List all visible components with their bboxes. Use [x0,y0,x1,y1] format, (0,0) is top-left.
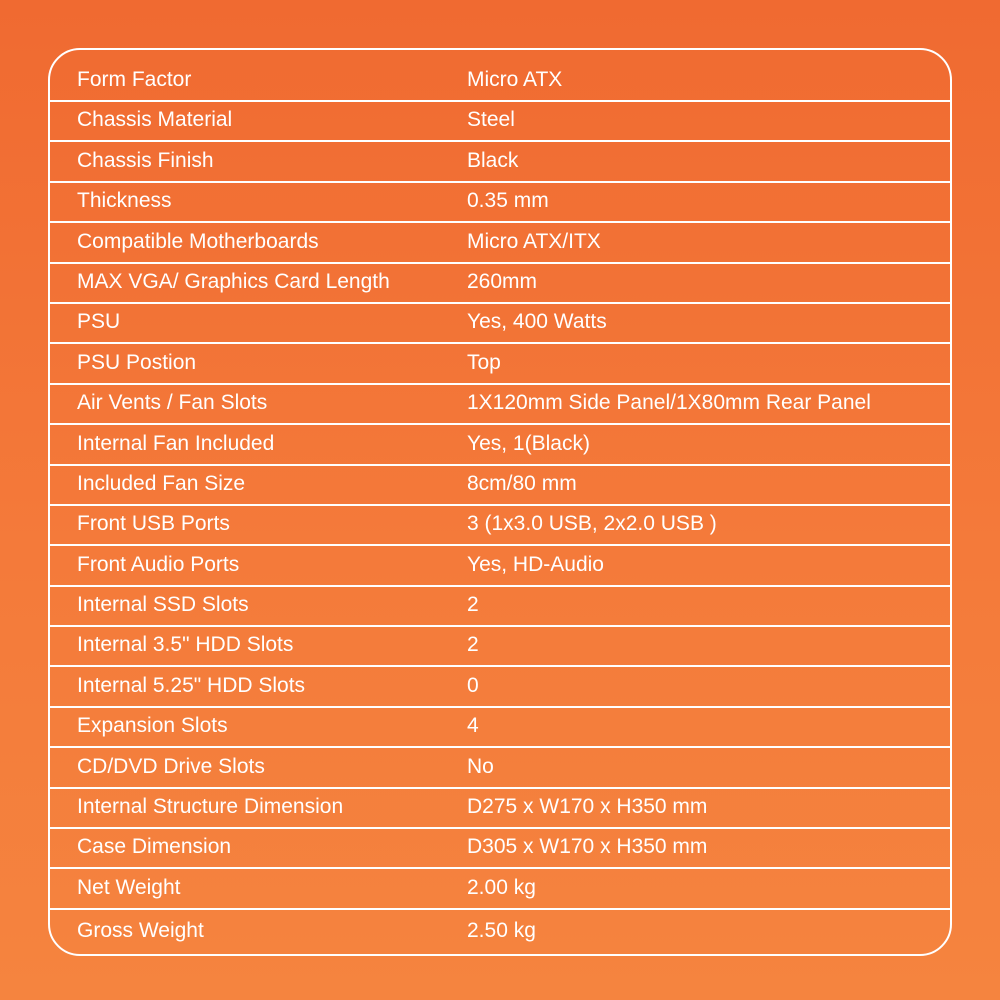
spec-label: Included Fan Size [77,471,246,495]
spec-row: Included Fan Size 8cm/80 mm [50,466,950,506]
spec-label: Internal 5.25" HDD Slots [77,673,306,697]
spec-value: Black [467,148,519,172]
spec-label: Internal Structure Dimension [77,795,344,819]
spec-label: Internal Fan Included [77,431,275,455]
spec-row: Form Factor Micro ATX [50,50,950,102]
spec-label: MAX VGA/ Graphics Card Length [77,269,390,293]
spec-label: Internal SSD Slots [77,593,249,617]
spec-label: Front USB Ports [77,512,230,536]
spec-value: Yes, 400 Watts [467,310,607,334]
spec-row: CD/DVD Drive Slots No [50,748,950,789]
spec-value: D275 x W170 x H350 mm [467,795,708,819]
spec-label: Air Vents / Fan Slots [77,391,268,415]
spec-value: 0.35 mm [467,189,549,213]
spec-value: D305 x W170 x H350 mm [467,835,708,859]
spec-label: Net Weight [77,875,181,899]
spec-value: 260mm [467,269,538,293]
spec-value: No [467,754,494,778]
spec-row: Front USB Ports 3 (1x3.0 USB, 2x2.0 USB ) [50,506,950,547]
spec-row: Case Dimension D305 x W170 x H350 mm [50,829,950,870]
spec-value: 8cm/80 mm [467,471,577,495]
spec-value: Micro ATX [467,68,563,91]
spec-row: Compatible Motherboards Micro ATX/ITX [50,223,950,264]
spec-value: 2 [467,593,479,617]
spec-value: 3 (1x3.0 USB, 2x2.0 USB ) [467,512,717,536]
spec-value: 2.00 kg [467,875,536,899]
spec-label: Form Factor [77,68,192,91]
spec-value: Top [467,350,501,374]
spec-row: Chassis Material Steel [50,102,950,143]
spec-row: Internal 3.5" HDD Slots 2 [50,627,950,668]
spec-label: Chassis Finish [77,148,214,172]
spec-value: Steel [467,108,515,132]
spec-label: Gross Weight [77,918,204,942]
spec-label: Front Audio Ports [77,552,240,576]
spec-label: Thickness [77,189,172,213]
spec-row: Internal Fan Included Yes, 1(Black) [50,425,950,466]
spec-row: PSU Yes, 400 Watts [50,304,950,345]
spec-value: 2.50 kg [467,918,536,942]
spec-label: CD/DVD Drive Slots [77,754,265,778]
spec-row: Front Audio Ports Yes, HD-Audio [50,546,950,587]
spec-value: Micro ATX/ITX [467,229,601,253]
spec-label: PSU [77,310,121,334]
spec-row: Air Vents / Fan Slots 1X120mm Side Panel/… [50,385,950,426]
spec-row: Internal SSD Slots 2 [50,587,950,628]
spec-row: Thickness 0.35 mm [50,183,950,224]
spec-row: MAX VGA/ Graphics Card Length 260mm [50,264,950,304]
spec-table: Form Factor Micro ATX Chassis Material Stee… [48,48,952,956]
spec-row: PSU Postion Top [50,344,950,385]
spec-row: Internal 5.25" HDD Slots 0 [50,667,950,708]
spec-row: Expansion Slots 4 [50,708,950,749]
spec-value: Yes, 1(Black) [467,431,590,455]
spec-row: Internal Structure Dimension D275 x W170 … [50,789,950,830]
spec-row: Net Weight 2.00 kg [50,869,950,910]
spec-label: Case Dimension [77,835,232,859]
spec-value: 0 [467,673,479,697]
spec-row: Gross Weight 2.50 kg [50,910,950,954]
spec-value: Yes, HD-Audio [467,552,604,576]
spec-label: Internal 3.5" HDD Slots [77,633,294,657]
spec-label: Chassis Material [77,108,233,132]
spec-row: Chassis Finish Black [50,142,950,183]
spec-label: PSU Postion [77,350,197,374]
spec-value: 2 [467,633,479,657]
spec-value: 1X120mm Side Panel/1X80mm Rear Panel [467,391,871,415]
spec-label: Compatible Motherboards [77,229,319,253]
spec-value: 4 [467,714,479,738]
spec-label: Expansion Slots [77,714,228,738]
